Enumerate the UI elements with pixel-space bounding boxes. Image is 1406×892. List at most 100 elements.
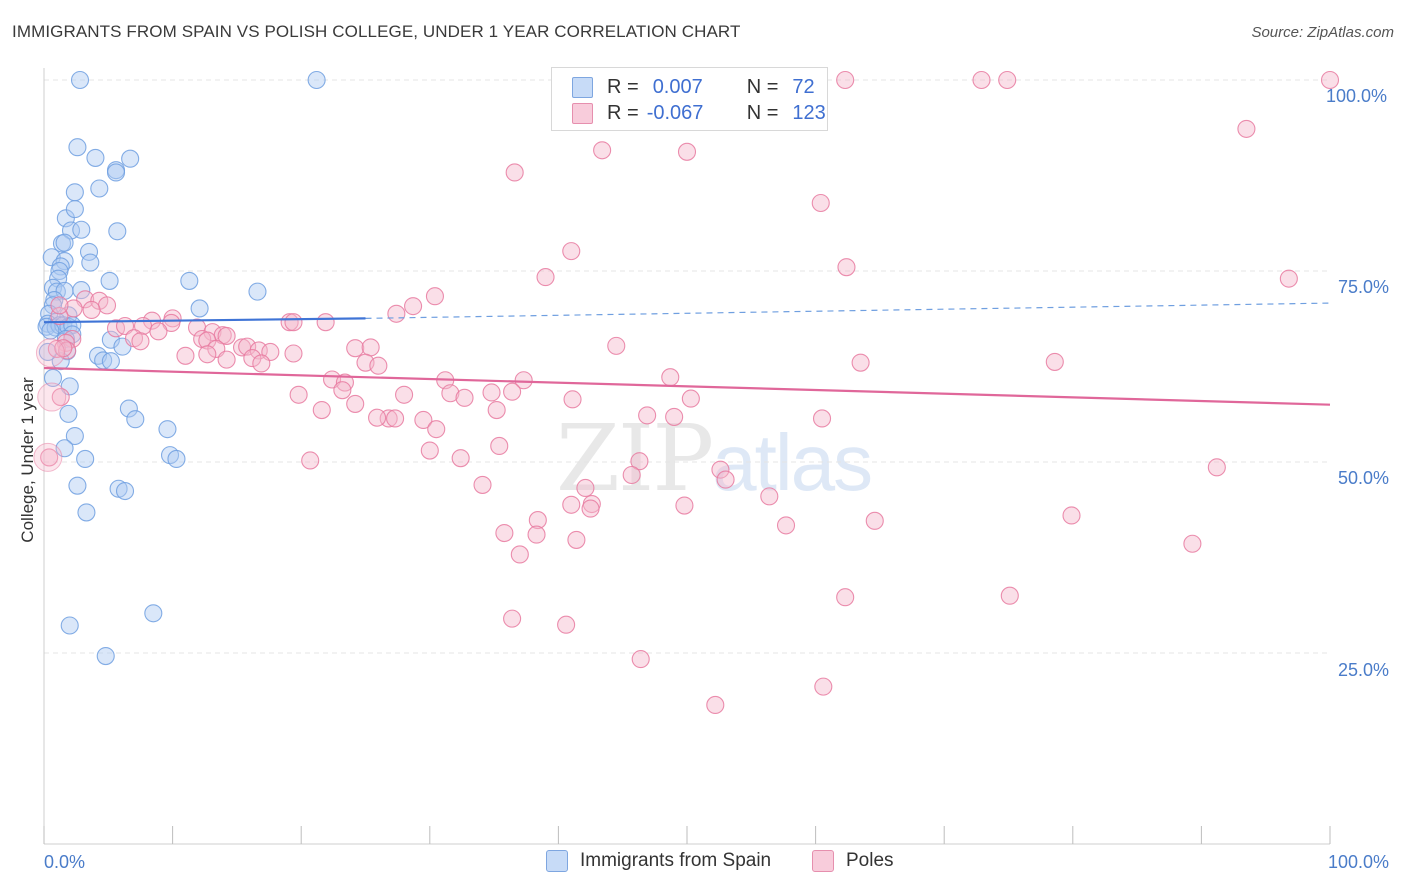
- data-point: [1000, 586, 1019, 605]
- data-point: [41, 321, 60, 340]
- data-point: [64, 299, 83, 318]
- data-point: [514, 371, 533, 390]
- data-point: [176, 346, 195, 365]
- data-point: [404, 297, 423, 316]
- data-point: [217, 326, 236, 345]
- data-point: [90, 179, 109, 198]
- data-point: [76, 449, 95, 468]
- legend-n-value: 72: [792, 75, 815, 98]
- data-point: [675, 496, 694, 515]
- legend-swatch-spain: [572, 76, 593, 98]
- data-point: [70, 70, 90, 90]
- data-point: [716, 470, 735, 489]
- data-point: [346, 394, 365, 413]
- data-point: [316, 313, 335, 332]
- data-point: [567, 530, 586, 549]
- trend-lines: [43, 302, 1331, 406]
- legend-swatch-spain: [546, 850, 568, 872]
- trend-line-poles: [43, 366, 1331, 406]
- data-point: [40, 448, 59, 467]
- data-point: [865, 511, 884, 530]
- data-point: [1320, 70, 1340, 90]
- chart-title: IMMIGRANTS FROM SPAIN VS POLISH COLLEGE,…: [12, 22, 741, 41]
- legend-r-value: -0.067: [646, 101, 704, 124]
- correlation-legend: R = 0.007 N = 72 R = -0.067 N = 123: [551, 67, 828, 131]
- data-point: [97, 296, 117, 315]
- legend-swatch-poles: [572, 102, 593, 124]
- data-point: [622, 465, 641, 485]
- data-point: [333, 381, 352, 400]
- data-point: [131, 332, 150, 351]
- data-point: [312, 400, 331, 420]
- legend-label-spain: Immigrants from Spain: [580, 850, 772, 871]
- data-point: [243, 349, 262, 368]
- data-point: [557, 615, 576, 634]
- data-point: [487, 400, 506, 420]
- data-point: [86, 148, 105, 167]
- data-point: [289, 385, 308, 404]
- data-point: [284, 344, 303, 363]
- gridlines: [44, 79, 1330, 654]
- data-point: [65, 426, 84, 446]
- data-point: [1237, 119, 1256, 138]
- legend-r-value: 0.007: [652, 75, 703, 98]
- data-point: [495, 524, 514, 543]
- data-point: [837, 258, 856, 277]
- series-poles: [33, 70, 1340, 715]
- data-point: [706, 695, 725, 715]
- data-point: [301, 451, 320, 470]
- legend-row-poles: R = -0.067 N = 123: [572, 100, 826, 126]
- data-point: [631, 650, 650, 669]
- data-point: [395, 385, 414, 404]
- data-point: [562, 242, 581, 261]
- data-point: [167, 449, 186, 468]
- data-point: [427, 420, 446, 439]
- data-point: [536, 268, 555, 287]
- data-point: [451, 449, 470, 468]
- legend-item-poles: Poles: [812, 850, 894, 872]
- trend-line-spain-extension: [365, 302, 1331, 319]
- data-point: [562, 495, 581, 514]
- data-point: [108, 222, 127, 241]
- data-point: [1062, 506, 1081, 525]
- data-point: [72, 220, 91, 239]
- data-point: [81, 253, 100, 272]
- data-point: [510, 545, 529, 564]
- data-point: [68, 138, 87, 157]
- y-tick-label-100: 100.0%: [1326, 86, 1388, 106]
- data-point: [50, 261, 69, 281]
- data-point: [72, 281, 91, 300]
- data-point: [126, 410, 145, 429]
- legend-n-label: N =: [746, 75, 779, 98]
- data-point: [760, 487, 779, 506]
- data-point: [115, 481, 135, 501]
- data-point: [387, 304, 406, 323]
- data-point: [65, 183, 84, 202]
- data-point: [441, 384, 460, 403]
- data-point: [665, 407, 684, 426]
- data-point: [180, 271, 199, 290]
- data-point: [425, 287, 444, 306]
- data-point: [482, 383, 501, 402]
- data-point: [68, 476, 87, 495]
- data-point: [149, 322, 168, 341]
- legend-label-poles: Poles: [846, 850, 894, 871]
- data-point: [1207, 458, 1226, 477]
- data-point: [455, 388, 474, 407]
- trend-line-spain: [43, 317, 366, 324]
- data-point: [473, 475, 492, 494]
- legend-row-spain: R = 0.007 N = 72: [572, 74, 815, 100]
- data-point: [252, 354, 271, 373]
- data-point: [836, 588, 855, 607]
- data-point: [527, 525, 546, 544]
- data-point: [50, 296, 69, 315]
- data-point: [998, 70, 1017, 90]
- y-tick-label-25: 25.0%: [1338, 660, 1390, 680]
- watermark-zip: ZIP: [556, 405, 714, 512]
- y-tick-label-50: 50.0%: [1338, 468, 1390, 488]
- data-point: [677, 142, 697, 161]
- data-point: [420, 441, 439, 460]
- y-tick-label-75: 75.0%: [1338, 277, 1390, 297]
- data-point: [50, 307, 69, 326]
